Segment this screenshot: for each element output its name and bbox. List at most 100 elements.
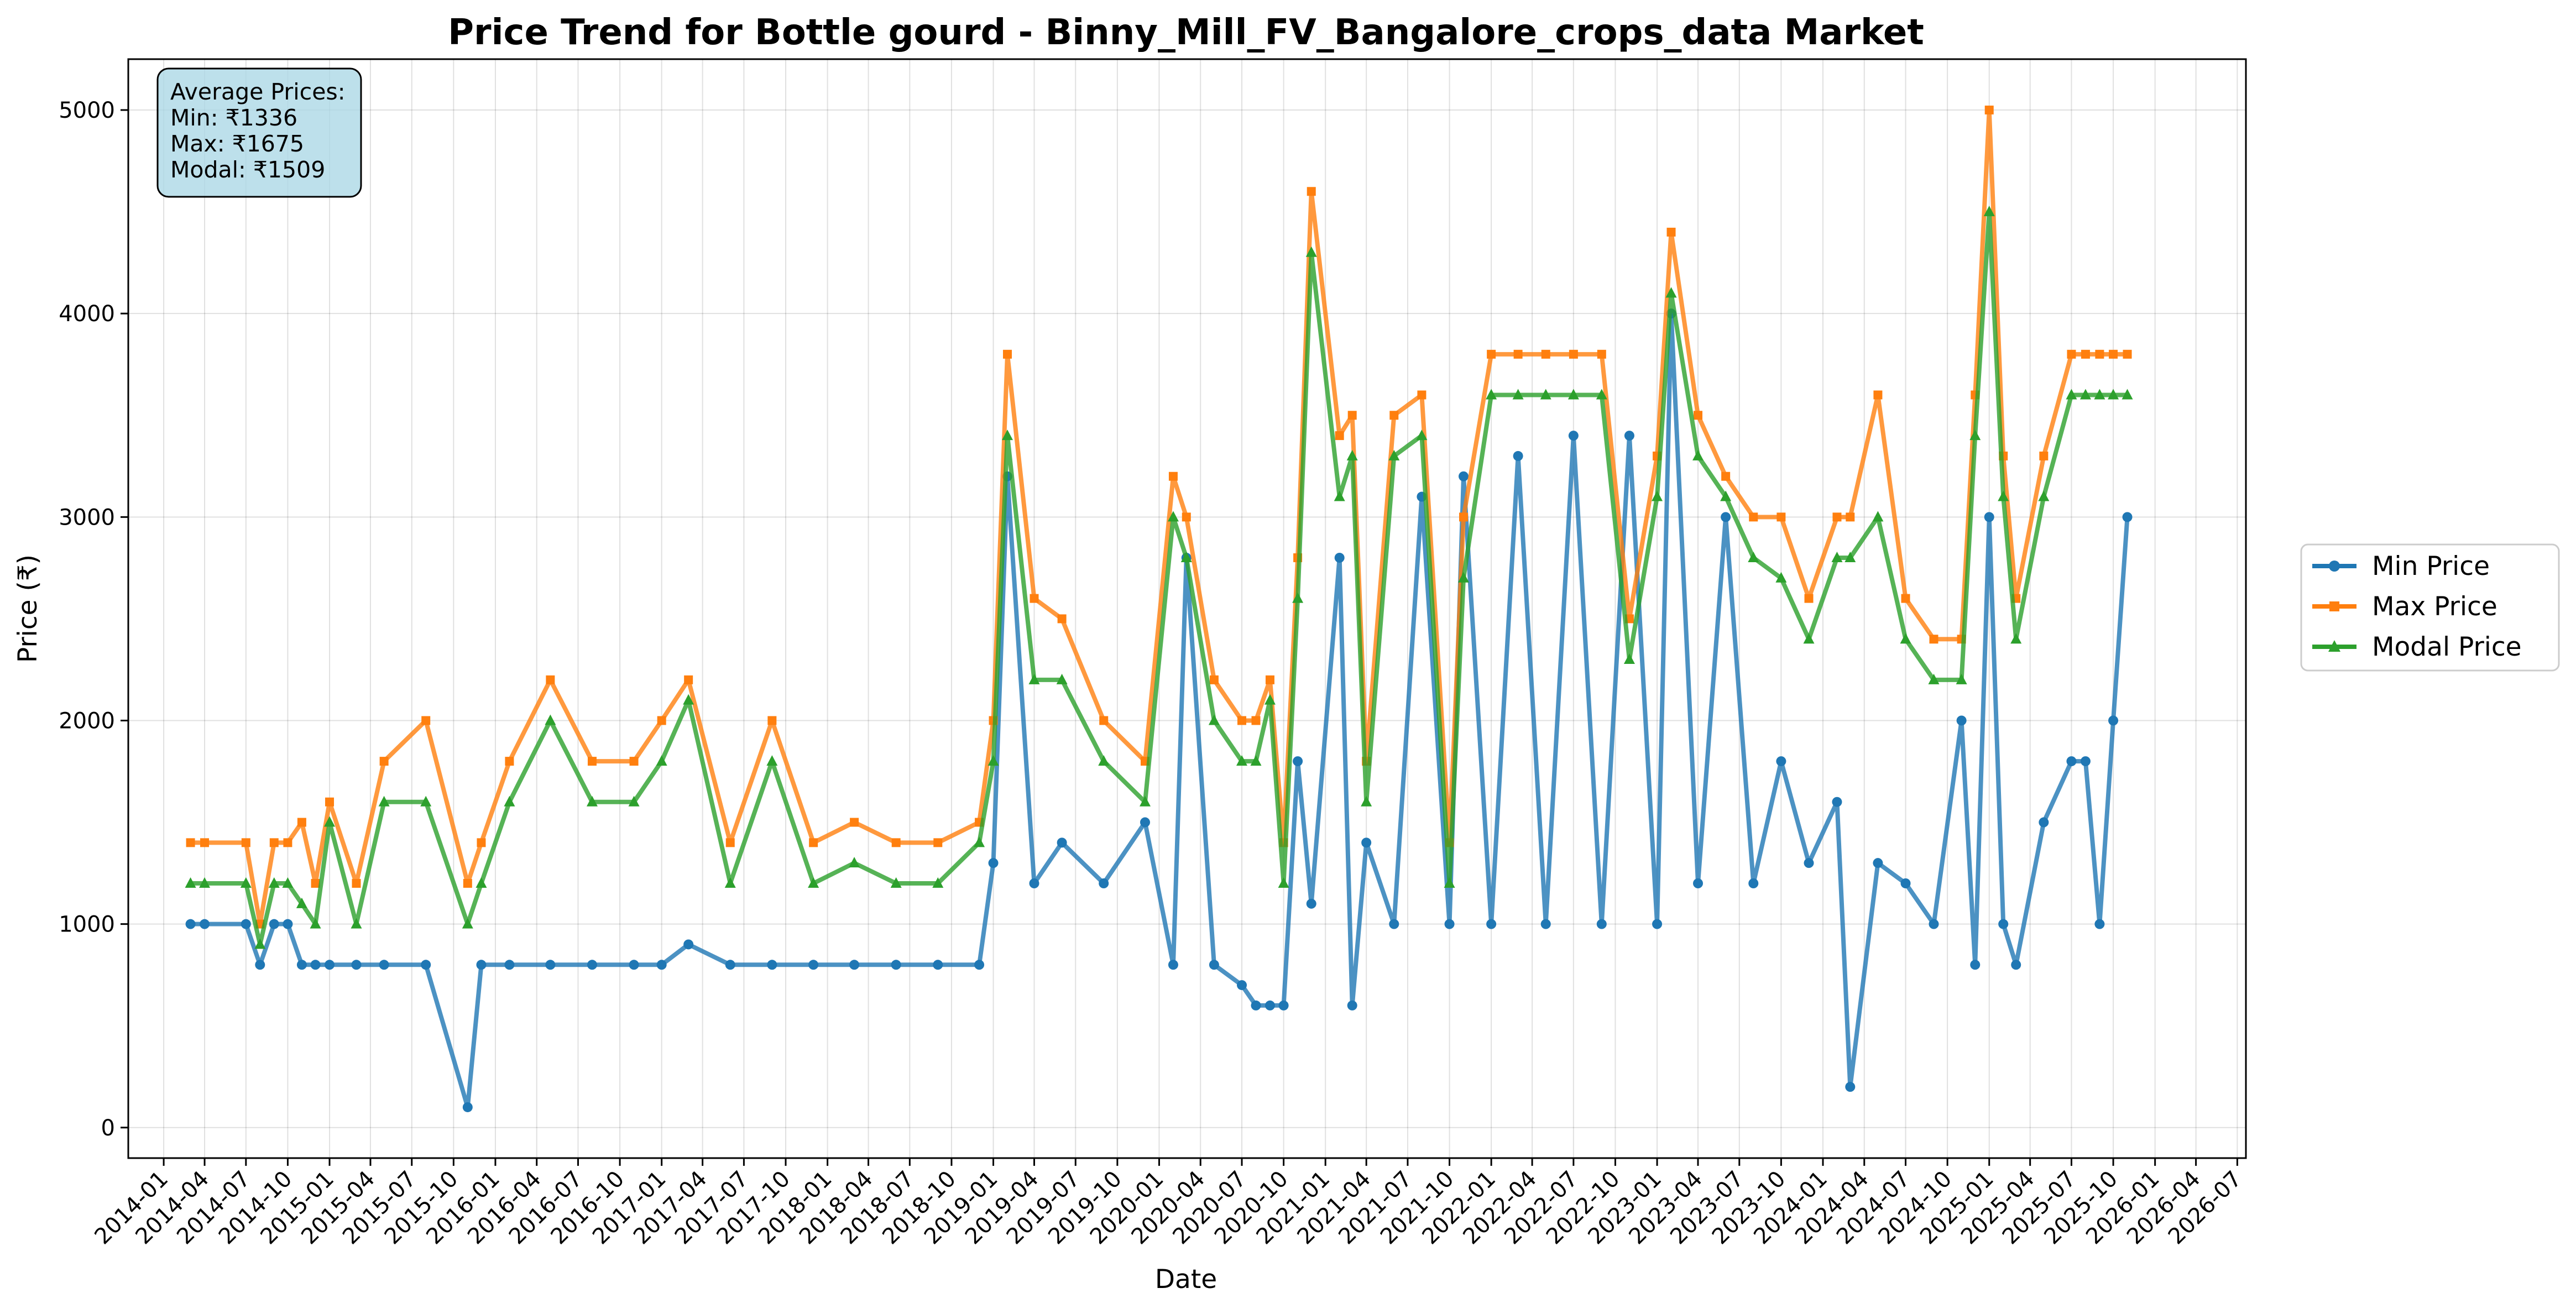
data-point xyxy=(1389,919,1399,929)
series-min-price xyxy=(185,308,2133,1112)
data-point xyxy=(2122,389,2133,400)
data-point xyxy=(891,960,901,970)
data-point xyxy=(725,960,735,970)
data-point xyxy=(283,919,293,929)
data-point xyxy=(1251,716,1261,725)
data-point xyxy=(1307,187,1316,196)
data-point xyxy=(2039,451,2049,460)
series-modal-price xyxy=(185,206,2133,949)
data-point xyxy=(1334,552,1345,563)
data-point xyxy=(1003,349,1012,359)
data-point xyxy=(2080,756,2091,767)
legend-label: Min Price xyxy=(2372,551,2490,582)
data-point xyxy=(1444,919,1455,929)
data-point xyxy=(767,960,777,970)
data-point xyxy=(587,757,597,766)
data-point xyxy=(462,1102,473,1112)
data-point xyxy=(2066,756,2077,767)
data-point xyxy=(1666,227,1676,237)
plot-area-frame xyxy=(127,58,2247,1159)
legend: Min Price Max Price Modal Price xyxy=(2300,543,2560,672)
data-point xyxy=(1596,919,1607,929)
data-point xyxy=(683,939,694,950)
legend-label: Max Price xyxy=(2372,591,2497,622)
data-point xyxy=(1099,878,1109,888)
data-point xyxy=(185,919,196,929)
data-point xyxy=(891,838,901,847)
data-point xyxy=(2011,960,2021,970)
data-point xyxy=(325,797,335,807)
data-point xyxy=(200,838,210,847)
data-point xyxy=(296,897,307,908)
data-point xyxy=(1998,919,2009,929)
data-point xyxy=(974,836,985,847)
data-point xyxy=(269,838,279,847)
data-point xyxy=(1459,471,1469,481)
y-tick-label: 2000 xyxy=(59,708,115,734)
data-point xyxy=(1956,673,1967,684)
data-point xyxy=(766,755,778,766)
data-point xyxy=(1057,837,1067,848)
data-point xyxy=(1652,919,1663,929)
legend-label: Modal Price xyxy=(2372,632,2522,662)
y-tick-label: 5000 xyxy=(59,98,115,123)
data-point xyxy=(656,960,667,970)
data-point xyxy=(378,795,390,807)
data-point xyxy=(1209,675,1219,684)
data-point xyxy=(310,918,321,929)
data-point xyxy=(1872,511,1884,522)
data-point xyxy=(2038,490,2050,501)
y-tick-label: 1000 xyxy=(59,912,115,938)
data-point xyxy=(1928,673,1940,684)
legend-item-min-price: Min Price xyxy=(2312,551,2490,582)
data-point xyxy=(2010,633,2022,644)
data-point xyxy=(421,716,431,725)
data-point xyxy=(933,838,943,847)
data-point xyxy=(1776,512,1786,522)
data-point xyxy=(1694,411,1703,420)
data-point xyxy=(2067,349,2076,359)
data-point xyxy=(1361,795,1372,807)
data-point xyxy=(283,838,292,847)
data-point xyxy=(1748,551,1759,562)
average-max-price: Max: ₹1675 xyxy=(170,130,304,157)
data-point xyxy=(1265,675,1274,684)
data-point xyxy=(1305,246,1317,257)
data-point xyxy=(421,960,431,970)
data-point xyxy=(850,818,859,827)
data-point xyxy=(476,960,487,970)
data-point xyxy=(1513,451,1523,461)
data-point xyxy=(1182,512,1191,522)
legend-item-modal-price: Modal Price xyxy=(2312,632,2522,662)
legend-marker xyxy=(2329,601,2339,611)
data-point xyxy=(1278,877,1289,888)
data-point xyxy=(1900,878,1911,888)
data-point xyxy=(1845,551,1856,562)
data-point xyxy=(1900,633,1911,644)
data-point xyxy=(268,877,280,888)
y-tick-label: 4000 xyxy=(59,301,115,327)
data-point xyxy=(296,960,307,970)
data-point xyxy=(546,675,555,684)
data-point xyxy=(1209,960,1219,970)
data-point xyxy=(1306,898,1316,909)
data-point xyxy=(1693,878,1704,888)
data-point xyxy=(2122,512,2133,522)
series-max-price xyxy=(186,106,2132,929)
data-point xyxy=(808,960,819,970)
data-point xyxy=(1139,795,1151,807)
data-point xyxy=(1776,756,1786,767)
data-point xyxy=(656,755,667,766)
data-point xyxy=(545,714,556,725)
data-point xyxy=(1417,390,1427,400)
data-point xyxy=(2094,389,2105,400)
data-point xyxy=(199,877,211,888)
data-point xyxy=(725,838,735,847)
data-point xyxy=(186,838,195,847)
data-point xyxy=(1180,551,1192,562)
data-point xyxy=(2123,349,2132,359)
data-point xyxy=(657,716,666,725)
data-point xyxy=(351,960,362,970)
data-point xyxy=(1832,797,1842,807)
data-point xyxy=(1029,878,1039,888)
